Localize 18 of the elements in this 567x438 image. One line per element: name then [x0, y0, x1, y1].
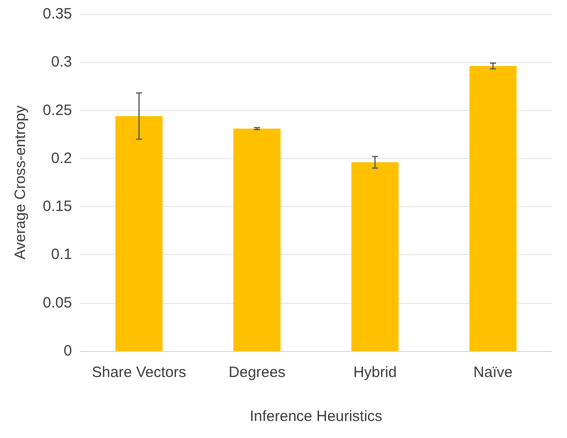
x-tick-label: Hybrid — [353, 364, 397, 381]
y-tick-label: 0.3 — [51, 54, 72, 71]
y-tick-label: 0.35 — [42, 6, 72, 22]
x-tick-label: Share Vectors — [92, 364, 186, 381]
y-tick-label: 0.15 — [42, 198, 72, 216]
y-tick-label: 0.2 — [51, 150, 72, 167]
y-tick-label: 0.25 — [42, 102, 72, 119]
x-tick-label: Naïve — [473, 364, 513, 381]
bar — [351, 162, 399, 351]
bar — [469, 66, 517, 351]
y-axis-title: Average Cross-entropy — [12, 105, 29, 260]
bar — [233, 128, 281, 351]
y-tick-label: 0 — [64, 342, 72, 360]
x-tick-label: Degrees — [228, 364, 286, 381]
y-tick-label: 0.05 — [42, 294, 72, 312]
x-axis-title: Inference Heuristics — [250, 408, 382, 425]
bar — [115, 116, 163, 351]
y-tick-label: 0.1 — [51, 246, 72, 264]
